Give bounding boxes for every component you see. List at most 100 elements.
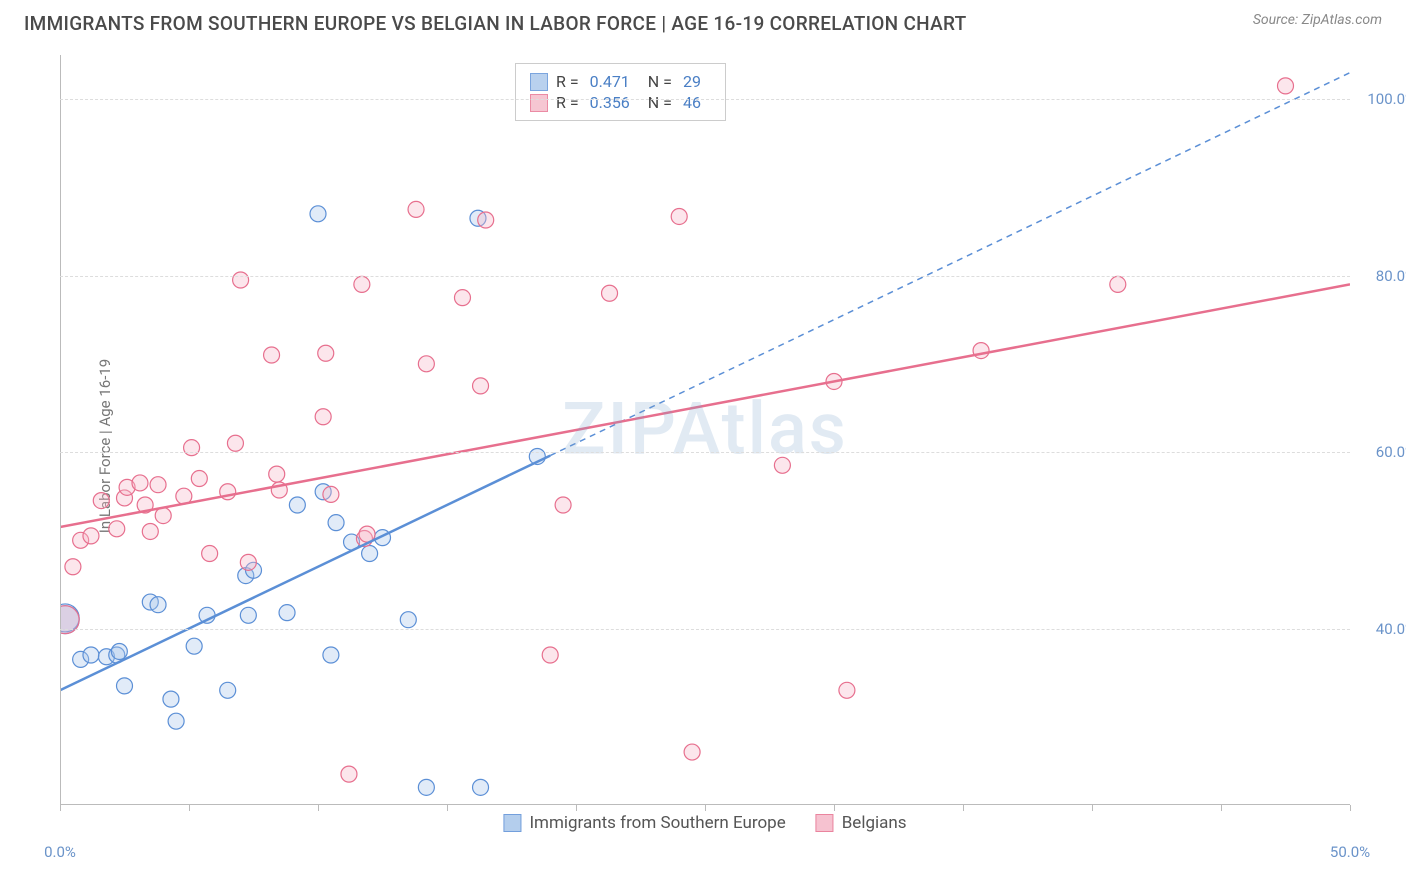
r-label: R = — [556, 72, 579, 91]
data-point — [184, 440, 200, 456]
n-label: N = — [648, 93, 672, 112]
data-point — [478, 212, 494, 228]
data-point — [93, 493, 109, 509]
n-value: 29 — [683, 72, 701, 91]
chart-title: IMMIGRANTS FROM SOUTHERN EUROPE VS BELGI… — [24, 12, 967, 35]
trend-line-dashed — [550, 73, 1350, 456]
legend-swatch-icon — [530, 73, 548, 91]
y-tick-label: 60.0% — [1376, 443, 1406, 461]
data-point — [83, 647, 99, 663]
grid-line — [60, 452, 1350, 453]
x-tick-mark — [1221, 805, 1222, 811]
data-point — [473, 779, 489, 795]
data-point — [555, 497, 571, 513]
data-point — [142, 523, 158, 539]
data-point — [328, 515, 344, 531]
data-point — [202, 546, 218, 562]
data-point — [323, 647, 339, 663]
legend-label: Belgians — [842, 813, 907, 833]
grid-line — [60, 629, 1350, 630]
data-point — [1110, 276, 1126, 292]
legend-stat-row: R = 0.471 N = 29 — [530, 72, 711, 91]
data-point — [150, 597, 166, 613]
data-point — [315, 409, 331, 425]
data-point — [155, 508, 171, 524]
x-tick-mark — [189, 805, 190, 811]
data-point — [220, 682, 236, 698]
data-point — [671, 208, 687, 224]
legend-label: Immigrants from Southern Europe — [529, 813, 785, 833]
data-point — [163, 691, 179, 707]
data-point — [408, 201, 424, 217]
grid-line — [60, 99, 1350, 100]
data-point — [400, 612, 416, 628]
r-value: 0.471 — [590, 72, 630, 91]
data-point — [454, 290, 470, 306]
x-tick-mark — [447, 805, 448, 811]
data-point — [684, 744, 700, 760]
data-point — [240, 607, 256, 623]
data-point — [774, 457, 790, 473]
n-label: N = — [648, 72, 672, 91]
data-point — [233, 272, 249, 288]
legend-swatch-icon — [816, 814, 834, 832]
r-label: R = — [556, 93, 579, 112]
x-tick-label: 0.0% — [44, 843, 76, 861]
data-point — [602, 285, 618, 301]
x-tick-mark — [963, 805, 964, 811]
y-tick-label: 40.0% — [1376, 620, 1406, 638]
data-point — [310, 206, 326, 222]
x-tick-mark — [1350, 805, 1351, 811]
legend-item: Immigrants from Southern Europe — [503, 813, 785, 833]
data-point — [418, 356, 434, 372]
data-point — [473, 378, 489, 394]
x-tick-mark — [60, 805, 61, 811]
legend-stat-row: R = 0.356 N = 46 — [530, 93, 711, 112]
legend-item: Belgians — [816, 813, 907, 833]
x-tick-mark — [705, 805, 706, 811]
data-point — [269, 466, 285, 482]
source-attribution: Source: ZipAtlas.com — [1253, 12, 1382, 28]
data-point — [341, 766, 357, 782]
data-point — [279, 605, 295, 621]
grid-line — [60, 276, 1350, 277]
data-point — [318, 345, 334, 361]
legend-swatch-icon — [530, 94, 548, 112]
data-point — [973, 343, 989, 359]
data-point — [168, 713, 184, 729]
data-point — [109, 521, 125, 537]
data-point — [111, 643, 127, 659]
legend-swatch-icon — [503, 814, 521, 832]
x-tick-mark — [1092, 805, 1093, 811]
y-axis-line — [60, 55, 61, 805]
data-point — [186, 638, 202, 654]
y-tick-label: 100.0% — [1367, 90, 1406, 108]
data-point — [191, 471, 207, 487]
data-point — [362, 546, 378, 562]
y-tick-label: 80.0% — [1376, 267, 1406, 285]
data-point — [83, 528, 99, 544]
data-point — [1278, 78, 1294, 94]
data-point — [289, 497, 305, 513]
n-value: 46 — [683, 93, 701, 112]
scatter-svg — [60, 55, 1350, 835]
data-point — [240, 554, 256, 570]
x-tick-label: 50.0% — [1330, 843, 1370, 861]
data-point — [418, 779, 434, 795]
data-point — [132, 475, 148, 491]
data-point — [542, 647, 558, 663]
trend-line — [60, 284, 1350, 527]
series-legend: Immigrants from Southern Europe Belgians — [503, 813, 906, 833]
x-tick-mark — [318, 805, 319, 811]
data-point — [839, 682, 855, 698]
data-point — [354, 276, 370, 292]
x-tick-mark — [576, 805, 577, 811]
data-point — [117, 678, 133, 694]
data-point — [264, 347, 280, 363]
data-point — [323, 486, 339, 502]
data-point — [150, 477, 166, 493]
data-point — [227, 435, 243, 451]
chart-plot-area: ZIPAtlas R = 0.471 N = 29 R = 0.356 N = … — [60, 55, 1350, 835]
r-value: 0.356 — [590, 93, 630, 112]
data-point — [65, 559, 81, 575]
